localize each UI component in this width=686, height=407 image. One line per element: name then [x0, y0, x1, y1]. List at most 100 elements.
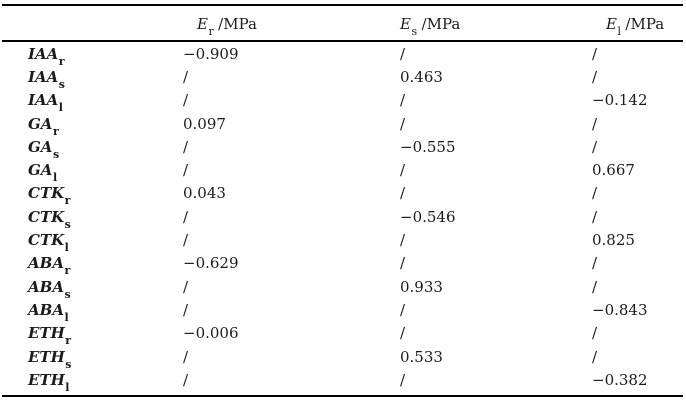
- cell-er: /: [183, 207, 189, 226]
- table-row: ABAr −0.629 / /: [2, 252, 684, 278]
- row-label-text: ABA: [28, 277, 64, 296]
- cell-es: 0.533: [400, 347, 443, 366]
- row-label-subscript: r: [52, 124, 59, 138]
- cell-er: −0.006: [183, 324, 239, 343]
- cell-el: /: [592, 324, 598, 343]
- cell-es: /: [400, 91, 406, 110]
- table-row: IAAs / 0.463 /: [2, 65, 684, 91]
- row-label: CTKs: [2, 205, 183, 230]
- cell-el: −0.843: [592, 300, 648, 319]
- row-label: IAAl: [2, 89, 183, 115]
- column-unit: /MPa: [625, 15, 665, 33]
- cell-es: /: [400, 300, 406, 319]
- row-label-text: CTK: [28, 231, 65, 250]
- row-label-text: CTK: [28, 184, 65, 203]
- cell-el: /: [592, 184, 598, 203]
- cell-es: −0.546: [400, 207, 456, 226]
- row-label-subscript: s: [52, 147, 60, 161]
- column-unit: /MPa: [421, 15, 461, 33]
- table-row: ABAl / / −0.843: [2, 298, 684, 324]
- cell-es: /: [400, 324, 406, 343]
- cell-el: /: [592, 207, 598, 226]
- row-label-text: IAA: [28, 44, 59, 63]
- row-label: ABAr: [2, 252, 183, 278]
- table-bottom-rule: [2, 395, 683, 397]
- cell-er: /: [183, 231, 189, 250]
- table-row: GAs / −0.555 /: [2, 135, 684, 161]
- row-label: IAAs: [2, 65, 183, 91]
- table-header-row: Er/MPa Es/MPa El/MPa: [2, 6, 684, 42]
- table-row: CTKs / −0.546 /: [2, 205, 684, 230]
- row-label-subscript: r: [65, 334, 72, 348]
- cell-er: /: [183, 161, 189, 180]
- column-header-es: Es/MPa: [400, 6, 592, 42]
- table-row: ETHs / 0.533 /: [2, 345, 684, 371]
- row-label-text: ETH: [28, 370, 65, 389]
- cell-el: /: [592, 44, 598, 63]
- row-label-text: IAA: [28, 91, 59, 110]
- row-label-text: CTK: [28, 207, 65, 226]
- cell-el: /: [592, 277, 598, 296]
- cell-er: 0.043: [183, 184, 226, 203]
- row-label: ETHs: [2, 345, 183, 371]
- row-label: ETHl: [2, 368, 183, 393]
- table-row: IAAr −0.909 / /: [2, 42, 684, 68]
- column-symbol: E: [197, 15, 208, 33]
- cell-el: −0.142: [592, 91, 648, 110]
- cell-el: /: [592, 347, 598, 366]
- cell-er: /: [183, 370, 189, 389]
- row-label-subscript: r: [58, 54, 65, 68]
- cell-es: 0.463: [400, 67, 443, 86]
- cell-er: /: [183, 277, 189, 296]
- row-label: CTKl: [2, 228, 183, 255]
- table-row: GAl / / 0.667: [2, 158, 684, 185]
- cell-es: /: [400, 254, 406, 273]
- cell-er: /: [183, 67, 189, 86]
- header-empty-cell: [2, 6, 183, 42]
- row-label: CTKr: [2, 182, 183, 206]
- row-label-subscript: l: [52, 171, 58, 185]
- row-label-subscript: s: [64, 287, 71, 301]
- row-label-subscript: l: [64, 241, 69, 255]
- table-row: ETHl / / −0.382: [2, 368, 684, 393]
- row-label-subscript: l: [64, 310, 69, 324]
- cell-er: /: [183, 137, 189, 156]
- table-row: CTKr 0.043 / /: [2, 182, 684, 206]
- row-label: GAs: [2, 135, 183, 161]
- cell-er: /: [183, 91, 189, 110]
- cell-es: /: [400, 231, 406, 250]
- correlation-table: Er/MPa Es/MPa El/MPa IAAr −0.909 / / IAA…: [2, 6, 684, 393]
- cell-es: /: [400, 114, 406, 133]
- column-subscript: r: [208, 25, 214, 38]
- row-label-subscript: s: [58, 77, 65, 91]
- cell-es: /: [400, 184, 406, 203]
- table-header-rule: [2, 40, 683, 42]
- cell-el: −0.382: [592, 370, 648, 389]
- column-unit: /MPa: [218, 15, 257, 33]
- cell-el: 0.825: [592, 231, 635, 250]
- table-row: CTKl / / 0.825: [2, 228, 684, 255]
- cell-el: /: [592, 67, 598, 86]
- table-top-rule: [2, 4, 683, 6]
- cell-es: −0.555: [400, 137, 456, 156]
- row-label: GAr: [2, 112, 183, 138]
- column-subscript: l: [617, 25, 621, 38]
- row-label-text: GA: [28, 161, 53, 180]
- row-label-subscript: l: [58, 101, 63, 115]
- column-symbol: E: [606, 15, 617, 33]
- table-row: ABAs / 0.933 /: [2, 275, 684, 301]
- row-label: IAAr: [2, 42, 183, 68]
- row-label-text: ABA: [28, 300, 64, 319]
- table-row: ETHr −0.006 / /: [2, 322, 684, 348]
- row-label-text: GA: [28, 114, 53, 133]
- cell-el: /: [592, 254, 598, 273]
- row-label: GAl: [2, 158, 183, 185]
- row-label-subscript: s: [65, 357, 72, 371]
- column-symbol: E: [400, 15, 411, 33]
- column-header-er: Er/MPa: [183, 6, 400, 42]
- cell-er: 0.097: [183, 114, 226, 133]
- row-label-text: ETH: [28, 324, 65, 343]
- row-label-subscript: r: [64, 264, 71, 278]
- row-label-text: GA: [28, 137, 53, 156]
- row-label: ABAs: [2, 275, 183, 301]
